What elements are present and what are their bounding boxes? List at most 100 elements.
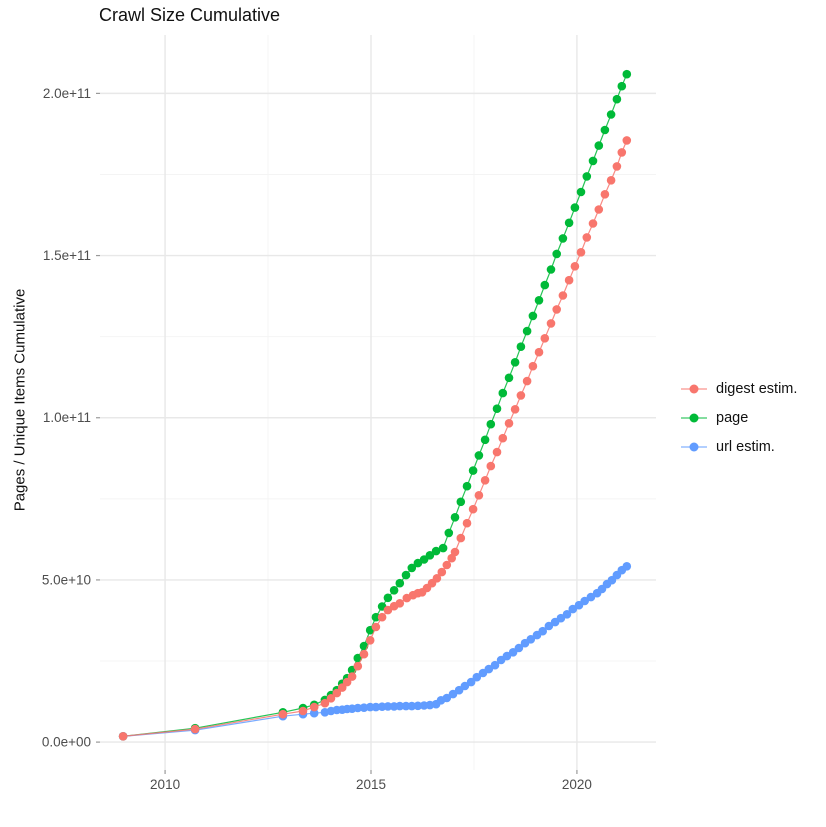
data-point-url-estim- xyxy=(472,672,482,682)
chart-title: Crawl Size Cumulative xyxy=(99,5,281,25)
legend-key-icon xyxy=(681,413,707,423)
data-point-page xyxy=(576,187,586,197)
legend-label: digest estim. xyxy=(716,381,798,397)
data-point-digest-estim- xyxy=(498,433,508,443)
data-point-page xyxy=(492,404,502,414)
data-point-digest-estim- xyxy=(442,560,452,570)
data-point-page xyxy=(407,563,417,573)
data-point-url-estim- xyxy=(502,651,512,661)
data-point-digest-estim- xyxy=(118,732,128,741)
data-point-page xyxy=(534,296,544,305)
data-point-page xyxy=(371,612,381,622)
data-point-page xyxy=(383,593,393,603)
data-point-digest-estim- xyxy=(326,694,336,703)
data-point-url-estim- xyxy=(490,660,500,670)
data-point-digest-estim- xyxy=(377,612,387,622)
data-point-url-estim- xyxy=(538,626,547,636)
data-point-digest-estim- xyxy=(534,347,544,357)
data-point-url-estim- xyxy=(562,610,572,619)
data-point-digest-estim- xyxy=(456,533,466,543)
data-point-url-estim- xyxy=(383,702,393,711)
legend-item-digest-estim-: digest estim. xyxy=(679,379,797,399)
series-line-digest-estim- xyxy=(123,140,628,737)
x-axis-tick-label: 2015 xyxy=(356,777,386,792)
data-point-page xyxy=(468,466,478,475)
data-point-digest-estim- xyxy=(594,205,604,214)
data-point-digest-estim- xyxy=(342,677,352,687)
legend: digest estim. page url estim. xyxy=(679,379,797,457)
legend-item-url-estim-: url estim. xyxy=(679,437,797,457)
data-point-digest-estim- xyxy=(510,405,520,414)
data-point-url-estim- xyxy=(622,562,632,571)
data-point-url-estim- xyxy=(556,613,566,623)
data-point-url-estim- xyxy=(309,708,319,718)
data-point-page xyxy=(588,156,598,166)
legend-label: url estim. xyxy=(716,439,775,455)
data-point-digest-estim- xyxy=(528,361,538,371)
data-point-page xyxy=(564,218,574,228)
data-point-url-estim- xyxy=(395,701,405,711)
data-point-digest-estim- xyxy=(353,661,363,671)
data-point-url-estim- xyxy=(371,702,381,712)
data-point-digest-estim- xyxy=(558,291,568,300)
data-point-page xyxy=(389,586,399,595)
data-point-digest-estim- xyxy=(546,319,556,328)
data-point-page xyxy=(510,358,520,367)
y-axis-tick-label: 1.5e+11 xyxy=(43,248,91,263)
data-point-page xyxy=(504,373,514,383)
data-point-page xyxy=(413,558,423,568)
x-axis-tick-label: 2020 xyxy=(562,777,592,792)
data-point-digest-estim- xyxy=(564,275,574,285)
data-point-url-estim- xyxy=(526,635,536,644)
data-point-url-estim- xyxy=(544,621,554,631)
data-point-page xyxy=(528,311,538,321)
data-point-digest-estim- xyxy=(320,698,330,708)
data-point-url-estim- xyxy=(353,703,363,713)
data-point-url-estim- xyxy=(514,643,524,653)
data-point-url-estim- xyxy=(413,701,423,711)
legend-key-icon xyxy=(681,442,707,452)
data-point-page xyxy=(600,125,610,135)
y-axis-tick-label: 5.0e+10 xyxy=(42,572,91,587)
data-point-digest-estim- xyxy=(600,190,610,199)
data-point-page xyxy=(450,513,460,522)
legend-label: page xyxy=(716,410,749,426)
data-point-page xyxy=(582,172,592,181)
data-point-url-estim- xyxy=(484,664,494,674)
data-point-page xyxy=(395,578,405,588)
data-point-digest-estim- xyxy=(612,162,622,171)
legend-item-page: page xyxy=(679,408,797,428)
data-point-digest-estim- xyxy=(492,447,502,457)
data-point-digest-estim- xyxy=(588,219,598,228)
data-point-digest-estim- xyxy=(432,574,442,583)
data-point-page xyxy=(438,543,448,553)
data-point-digest-estim- xyxy=(337,683,347,692)
y-axis-tick-label: 1.0e+11 xyxy=(43,410,91,425)
x-axis-tick-label: 2010 xyxy=(150,777,180,792)
data-point-digest-estim- xyxy=(298,706,308,716)
data-point-url-estim- xyxy=(580,596,589,606)
data-point-page xyxy=(558,234,568,243)
data-point-page xyxy=(474,451,484,460)
data-point-url-estim- xyxy=(359,703,369,712)
data-point-page xyxy=(522,326,532,336)
data-point-digest-estim- xyxy=(371,622,381,632)
data-point-digest-estim- xyxy=(552,305,561,314)
data-point-digest-estim- xyxy=(190,724,200,734)
data-point-digest-estim- xyxy=(437,567,447,577)
data-point-digest-estim- xyxy=(480,476,490,485)
data-point-digest-estim- xyxy=(395,599,405,608)
data-point-digest-estim- xyxy=(468,504,478,514)
data-point-digest-estim- xyxy=(347,672,357,681)
data-point-page xyxy=(401,570,411,580)
data-point-digest-estim- xyxy=(462,518,472,528)
data-point-digest-estim- xyxy=(278,709,288,719)
data-point-digest-estim- xyxy=(365,636,375,645)
data-point-page xyxy=(353,653,363,663)
y-axis-tick-label: 2.0e+11 xyxy=(43,86,91,101)
data-point-page xyxy=(516,342,526,352)
data-point-page xyxy=(612,94,622,104)
data-point-digest-estim- xyxy=(486,461,496,471)
data-point-digest-estim- xyxy=(383,605,393,615)
